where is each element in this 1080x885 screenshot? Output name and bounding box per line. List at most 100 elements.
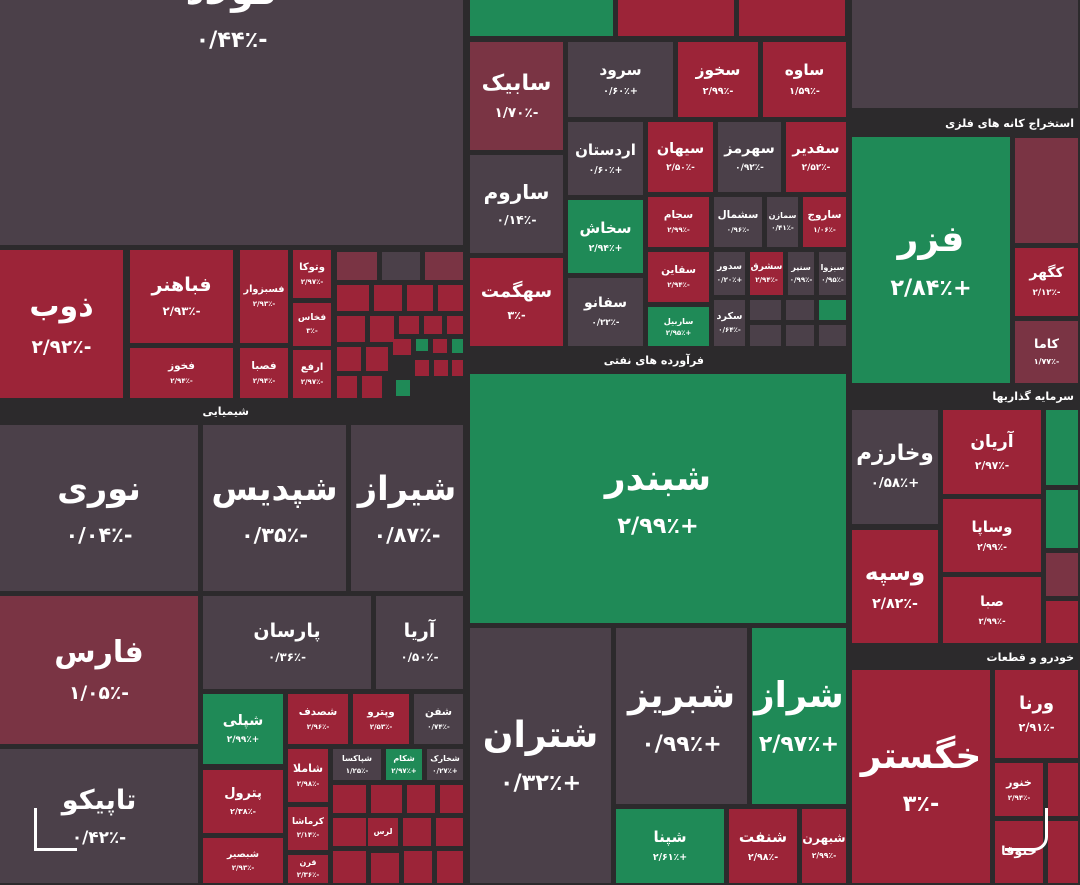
price-change: +۰/۵۸٪ <box>870 475 920 491</box>
stock-tile: شراز +۲/۹۷٪ <box>752 628 846 804</box>
stock-symbol: وتوکا <box>299 261 325 273</box>
stock-symbol: شپنا <box>653 827 687 846</box>
tile <box>786 300 814 320</box>
stock-symbol: سشرق <box>750 261 783 272</box>
stock-symbol: شبندر <box>604 457 712 499</box>
stock-symbol: فباهنر <box>151 273 212 296</box>
stock-symbol: شپاکسا <box>342 753 372 763</box>
price-change: -۲/۹۴٪ <box>1007 793 1031 802</box>
stock-symbol: سنیر <box>791 262 811 272</box>
price-change: -۲/۹۳٪ <box>162 304 201 319</box>
price-change: -۰/۰۴٪ <box>65 522 133 547</box>
price-change: +۲/۶۱٪ <box>652 852 688 864</box>
stock-symbol: سرود <box>599 61 642 80</box>
stock-symbol: سبزوا <box>820 262 845 272</box>
stock-symbol: شبصیر <box>227 848 259 860</box>
tile <box>396 380 410 396</box>
stock-tile: سفدیر -۲/۵۲٪ <box>786 122 846 192</box>
stock-symbol: شپدیس <box>211 469 338 509</box>
tile <box>1048 821 1078 883</box>
tile <box>437 851 463 883</box>
price-change: +۰/۳۲٪ <box>499 770 582 797</box>
stock-tile: شتران +۰/۳۲٪ <box>470 628 611 883</box>
tile <box>362 376 382 398</box>
price-change: -۲/۳۸٪ <box>230 806 256 816</box>
section-header: فرآورده های نفتی <box>470 351 710 371</box>
watermark-corner <box>34 808 77 851</box>
stock-tile: سقاین -۲/۹۴٪ <box>648 252 709 302</box>
tile <box>337 316 365 342</box>
price-change: -۰/۲۲٪ <box>591 317 620 328</box>
stock-tile: ساروج -۱/۰۶٪ <box>803 197 846 247</box>
price-change: -۲/۹۹٪ <box>667 225 690 234</box>
stock-symbol: پترول <box>224 786 262 802</box>
stock-tile: شاملا -۲/۹۸٪ <box>288 749 328 802</box>
stock-tile: سنیر -۰/۹۹٪ <box>788 252 814 295</box>
tile <box>399 316 419 334</box>
stock-tile: فصبا -۲/۹۴٪ <box>240 348 288 398</box>
tile <box>750 325 781 346</box>
stock-tile: وپترو -۲/۵۳٪ <box>353 694 409 744</box>
price-change: -۲/۹۸٪ <box>747 852 779 864</box>
price-change: -۲/۵۲٪ <box>801 162 831 173</box>
stock-tile: کرماشا -۲/۱۴٪ <box>288 807 328 850</box>
tile <box>333 818 366 846</box>
stock-symbol: شنفت <box>738 827 788 846</box>
stock-tile: شپنا +۲/۶۱٪ <box>616 809 724 883</box>
tile <box>750 300 781 320</box>
section-header: سرمایه گذاریها <box>852 387 1080 407</box>
price-change: +۲/۹۷٪ <box>758 731 840 757</box>
stock-tile: شبصیر -۲/۹۳٪ <box>203 838 283 883</box>
stock-symbol: قرن <box>299 858 317 868</box>
price-change: -۲/۹۷٪ <box>974 459 1010 473</box>
price-change: -۲/۹۷٪ <box>300 277 324 286</box>
price-change: -۲/۹۶٪ <box>306 722 330 731</box>
stock-tile: سکرد -۰/۶۴٪ <box>714 300 745 346</box>
stock-symbol: ساوه <box>784 61 825 80</box>
tile <box>371 853 399 883</box>
stock-symbol: ورنا <box>1018 692 1055 714</box>
stock-tile: شبهرن -۲/۹۹٪ <box>802 809 846 883</box>
price-change: -۰/۶۴٪ <box>718 326 741 335</box>
tile <box>1015 138 1078 243</box>
stock-tile: سخوز -۲/۹۹٪ <box>678 42 758 117</box>
stock-tile: ساربیل +۲/۹۵٪ <box>648 307 709 346</box>
stock-symbol: سخوز <box>695 61 741 80</box>
stock-tile: کاما -۱/۷۷٪ <box>1015 321 1078 383</box>
tile <box>819 325 846 346</box>
stock-tile: وخارزم +۰/۵۸٪ <box>852 410 938 524</box>
stock-tile: فولاد -۰/۴۴٪ <box>0 0 463 245</box>
stock-symbol: فزر <box>897 219 965 261</box>
stock-symbol: سجام <box>663 209 694 222</box>
stock-symbol: سهگمت <box>480 280 553 302</box>
stock-tile: سجام -۲/۹۹٪ <box>648 197 709 247</box>
stock-symbol: وخارزم <box>856 441 934 467</box>
price-change: +۰/۲۷٪ <box>432 766 458 775</box>
stock-tile: اردستان +۰/۶۰٪ <box>568 122 643 195</box>
stock-symbol: آریا <box>403 619 436 642</box>
tile <box>819 300 846 320</box>
price-change: +۲/۹۹٪ <box>617 513 699 540</box>
price-change: -۰/۴۲٪ <box>71 827 127 848</box>
stock-symbol: اردستان <box>575 140 636 159</box>
price-change: -۰/۳۶٪ <box>268 650 306 665</box>
price-change: -۰/۹۹٪ <box>789 275 813 284</box>
stock-tile: سیهان -۲/۵۰٪ <box>648 122 713 192</box>
stock-tile: سبزوا -۰/۹۵٪ <box>819 252 846 295</box>
price-change: -۲/۹۲٪ <box>31 337 92 359</box>
tile <box>403 818 431 846</box>
stock-tile: سابیک -۱/۷۰٪ <box>470 42 563 150</box>
stock-symbol: فخوز <box>168 360 195 373</box>
stock-symbol: کاما <box>1034 336 1059 352</box>
stock-symbol: ذوب <box>29 289 94 325</box>
tile <box>370 316 394 342</box>
stock-symbol: شکام <box>393 753 415 763</box>
price-change: -۲/۹۷٪ <box>300 377 324 386</box>
stock-tile: نوری -۰/۰۴٪ <box>0 425 198 591</box>
price-change: +۰/۲۰٪ <box>716 276 743 285</box>
stock-symbol: خگستر <box>860 735 982 777</box>
stock-symbol: آریان <box>970 431 1014 452</box>
stock-tile: شفن -۰/۷۴٪ <box>414 694 463 744</box>
tile <box>337 376 357 398</box>
stock-symbol: شفن <box>424 706 453 719</box>
